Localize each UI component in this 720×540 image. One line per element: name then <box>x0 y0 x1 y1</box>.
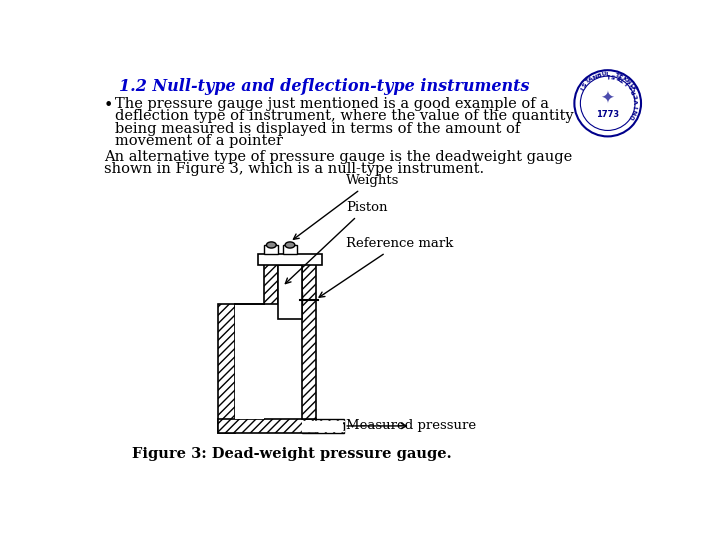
Text: S: S <box>581 82 588 89</box>
Bar <box>302 421 343 431</box>
Text: K: K <box>621 76 628 83</box>
Text: Weights: Weights <box>294 174 399 239</box>
Text: 1773: 1773 <box>596 110 619 119</box>
Text: E: E <box>618 74 624 80</box>
Text: ✦: ✦ <box>600 89 615 107</box>
Bar <box>258 254 322 265</box>
Text: T: T <box>613 72 619 78</box>
Text: •: • <box>104 97 113 114</box>
Text: Figure 3: Dead-weight pressure gauge.: Figure 3: Dead-weight pressure gauge. <box>132 447 451 461</box>
Text: V: V <box>634 99 639 104</box>
Text: being measured is displayed in terms of the amount of: being measured is displayed in terms of … <box>114 122 520 136</box>
Text: T: T <box>621 76 626 82</box>
Text: K: K <box>630 85 636 92</box>
Text: The pressure gauge just mentioned is a good example of a: The pressure gauge just mentioned is a g… <box>114 97 549 111</box>
Text: Ü: Ü <box>630 114 636 122</box>
Text: Measured pressure: Measured pressure <box>346 420 476 433</box>
Text: Piston: Piston <box>285 201 387 284</box>
Text: L: L <box>606 72 610 77</box>
Text: E: E <box>634 94 639 99</box>
Bar <box>235 303 264 419</box>
Bar <box>295 292 302 303</box>
Bar <box>218 419 315 433</box>
Bar <box>302 257 315 419</box>
Text: B: B <box>596 72 602 78</box>
Text: İ: İ <box>626 79 631 85</box>
Text: S: S <box>611 72 616 78</box>
Circle shape <box>580 76 635 131</box>
Bar <box>279 265 302 319</box>
Text: N: N <box>624 78 631 86</box>
Circle shape <box>575 70 641 137</box>
Text: deflection type of instrument, where the value of the quantity: deflection type of instrument, where the… <box>114 110 573 124</box>
Text: İ: İ <box>634 106 639 109</box>
Bar <box>218 303 235 433</box>
Text: An alternative type of pressure gauge is the deadweight gauge: An alternative type of pressure gauge is… <box>104 150 572 164</box>
Text: Reference mark: Reference mark <box>319 237 453 297</box>
Text: U: U <box>600 72 606 77</box>
Bar <box>264 257 279 303</box>
Text: R: R <box>631 88 638 94</box>
Text: E: E <box>616 73 621 79</box>
Text: N: N <box>632 110 639 116</box>
Text: 1.2 Null-type and deflection-type instruments: 1.2 Null-type and deflection-type instru… <box>120 78 530 95</box>
Text: T: T <box>585 79 591 85</box>
Text: movement of a pointer: movement of a pointer <box>114 134 283 148</box>
Ellipse shape <box>266 242 276 248</box>
Ellipse shape <box>285 242 294 248</box>
Text: S: S <box>629 83 635 90</box>
Bar <box>283 245 297 254</box>
Bar <box>302 419 344 433</box>
Text: I: I <box>580 86 585 91</box>
Text: A: A <box>588 76 595 83</box>
Text: İ: İ <box>606 72 609 77</box>
Bar <box>264 245 279 254</box>
Text: İ: İ <box>628 83 634 87</box>
Text: shown in Figure 3, which is a null-type instrument.: shown in Figure 3, which is a null-type … <box>104 162 484 176</box>
Text: N: N <box>591 73 598 80</box>
